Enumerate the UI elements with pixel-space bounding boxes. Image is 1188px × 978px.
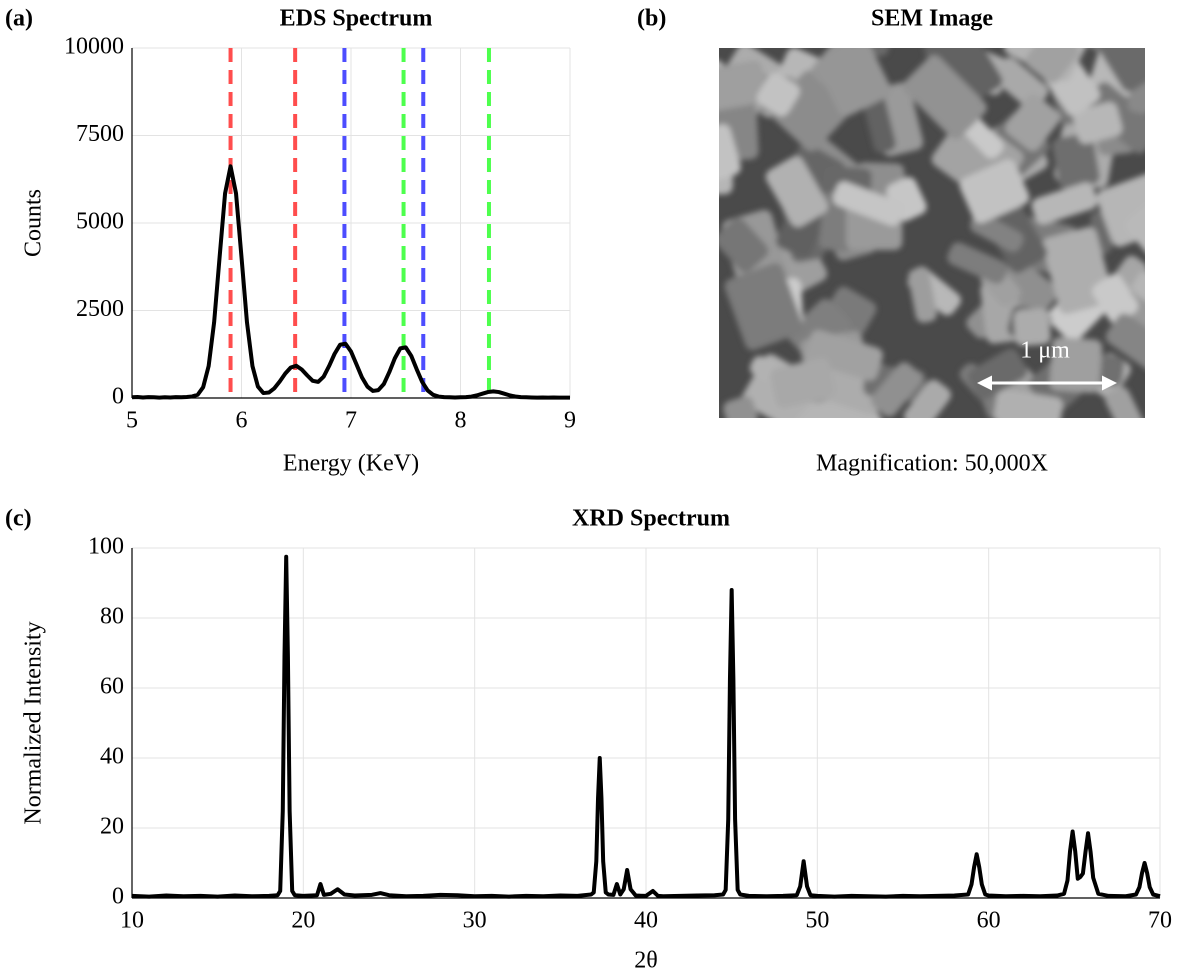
sem-grains [719,48,1145,418]
sem-grain [1105,387,1145,418]
sem-caption: Magnification: 50,000X [816,451,1048,477]
x-axis-label: Energy (KeV) [283,451,419,477]
sem-grain [1031,182,1098,225]
y-axis-label: Normalized Intensity [21,621,47,824]
sem-grain [947,242,1008,284]
sem-grain [1125,202,1145,257]
x-tick-label: 30 [463,908,487,934]
y-tick-label: 0 [112,384,124,410]
sem-grain [723,396,758,418]
y-tick-label: 80 [100,604,124,630]
sem-grain [817,48,892,117]
sem-grain [1013,308,1051,346]
x-tick-label: 7 [345,408,357,434]
sem-grain [805,330,883,381]
sem-grain [719,124,741,189]
y-tick-label: 60 [100,674,124,700]
x-tick-label: 20 [291,908,315,934]
x-tick-label: 10 [120,908,144,934]
sem-grain [1052,133,1100,189]
y-tick-label: 20 [100,814,124,840]
sem-grain [1096,48,1145,92]
chart-title: XRD Spectrum [572,506,730,532]
x-tick-label: 6 [236,408,248,434]
scale-bar-label: 1 μm [1020,338,1070,364]
sem-grain [765,156,828,227]
x-tick-label: 5 [126,408,138,434]
sem-grain [1083,82,1145,154]
y-tick-label: 7500 [76,121,124,147]
sem-grain [959,159,1030,224]
y-tick-label: 100 [88,534,124,560]
sem-grain [851,414,884,418]
x-axis-label: 2θ [634,948,658,974]
x-tick-label: 9 [564,408,576,434]
sem-grain [1096,173,1145,247]
sem-grain [1092,274,1139,324]
chart-title: EDS Spectrum [280,6,433,32]
sem-grain [756,72,800,117]
data-line [131,164,570,400]
sem-grain [1072,101,1123,144]
sem-grain [1005,94,1061,151]
y-tick-label: 10000 [64,34,124,60]
y-tick-label: 0 [112,884,124,910]
sem-grain [923,48,1003,109]
sem-grain [724,263,804,351]
sem-grain [770,358,836,409]
sem-grain [719,218,769,273]
y-tick-label: 5000 [76,209,124,235]
sem-grain [1025,48,1079,84]
panel-title: SEM Image [871,6,993,32]
x-tick-label: 60 [977,908,1001,934]
sem-grain [998,258,1059,316]
x-tick-label: 70 [1148,908,1172,934]
y-axis-label: Counts [21,189,47,257]
sem-grain [871,362,923,417]
x-tick-label: 40 [634,908,658,934]
x-tick-label: 50 [805,908,829,934]
panel-label: (b) [637,6,666,32]
sem-grain [903,55,987,139]
panel-label: (c) [5,506,32,532]
sem-grain [993,389,1063,418]
y-tick-label: 2500 [76,296,124,322]
y-tick-label: 40 [100,744,124,770]
panel-label: (a) [5,6,33,32]
sem-grain [832,181,904,226]
sem-image [719,48,1145,418]
sem-grain [1105,313,1145,375]
sem-grain [903,379,951,418]
sem-grain [719,60,768,112]
x-tick-label: 8 [455,408,467,434]
data-line [131,554,1161,899]
sem-grain [908,267,937,323]
